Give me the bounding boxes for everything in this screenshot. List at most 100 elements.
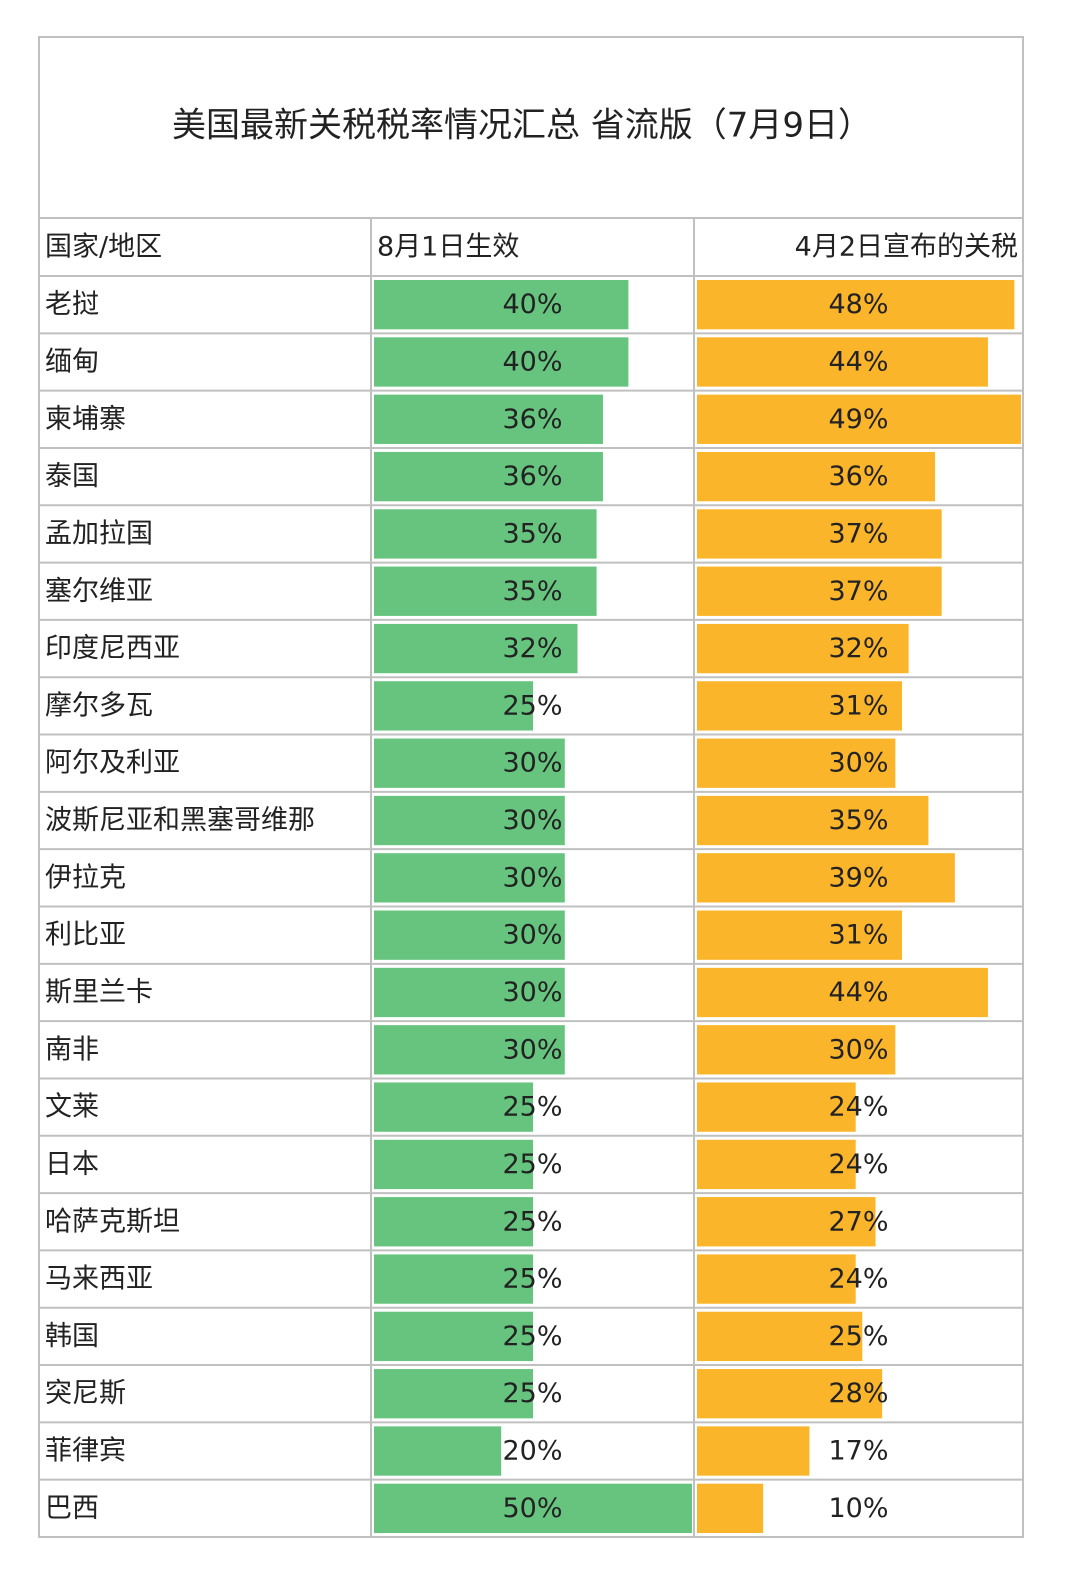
value-label: 24%	[828, 1149, 888, 1180]
value-label: 25%	[502, 1378, 562, 1409]
value-label: 31%	[828, 690, 888, 721]
value-label: 40%	[502, 289, 562, 320]
data-bar	[374, 280, 629, 330]
data-bar	[697, 967, 988, 1018]
value-label: 50%	[502, 1493, 562, 1524]
column-header: 8月1日生效	[377, 232, 519, 263]
value-label: 17%	[828, 1436, 888, 1467]
data-bar	[697, 1197, 876, 1247]
row-label: 突尼斯	[45, 1378, 126, 1409]
data-bar	[374, 910, 565, 960]
data-bar	[374, 738, 565, 788]
data-bar	[374, 1197, 533, 1247]
value-label: 20%	[502, 1436, 562, 1467]
data-bar	[374, 1311, 533, 1362]
data-bar	[374, 566, 597, 616]
data-bar	[697, 1426, 810, 1476]
data-bar	[374, 451, 603, 502]
data-bar	[697, 1254, 856, 1304]
value-label: 36%	[502, 404, 562, 435]
data-bar	[374, 1426, 502, 1476]
data-bar	[374, 1254, 533, 1304]
value-label: 25%	[502, 690, 562, 721]
column-header: 4月2日宣布的关税	[795, 232, 1018, 263]
value-label: 30%	[502, 805, 562, 836]
data-bar	[697, 451, 936, 502]
data-bar	[697, 566, 942, 616]
row-label: 印度尼西亚	[45, 633, 180, 664]
row-label: 塞尔维亚	[45, 576, 153, 607]
row-label: 孟加拉国	[45, 518, 153, 549]
data-bar	[374, 1025, 565, 1075]
data-bar	[374, 1082, 533, 1132]
data-bar	[374, 681, 533, 731]
row-label: 缅甸	[45, 346, 99, 377]
value-label: 30%	[502, 977, 562, 1008]
value-label: 25%	[502, 1321, 562, 1352]
value-label: 48%	[828, 289, 888, 320]
value-label: 36%	[828, 461, 888, 492]
data-bar	[374, 1369, 533, 1419]
value-label: 32%	[828, 633, 888, 664]
value-label: 30%	[828, 1034, 888, 1065]
data-bar	[374, 394, 603, 444]
row-label: 利比亚	[45, 920, 126, 951]
value-label: 25%	[502, 1092, 562, 1123]
row-label: 老挝	[45, 289, 99, 320]
data-bar	[697, 1483, 764, 1533]
data-bar	[374, 337, 629, 387]
data-bar	[697, 509, 942, 559]
value-label: 30%	[502, 1034, 562, 1065]
data-bar	[697, 623, 909, 674]
value-label: 25%	[502, 1149, 562, 1180]
value-label: 39%	[828, 862, 888, 893]
value-label: 30%	[828, 748, 888, 779]
value-label: 27%	[828, 1206, 888, 1237]
row-label: 摩尔多瓦	[45, 690, 153, 721]
data-bar	[374, 623, 578, 674]
row-label: 韩国	[45, 1321, 99, 1352]
value-label: 24%	[828, 1092, 888, 1123]
row-label: 马来西亚	[45, 1264, 153, 1295]
data-bar	[697, 853, 955, 903]
value-label: 36%	[502, 461, 562, 492]
value-label: 28%	[828, 1378, 888, 1409]
value-label: 35%	[502, 576, 562, 607]
data-bar	[697, 1369, 883, 1419]
data-bar	[697, 1139, 856, 1190]
value-label: 30%	[502, 748, 562, 779]
row-label: 阿尔及利亚	[45, 748, 180, 779]
value-label: 24%	[828, 1264, 888, 1295]
value-label: 44%	[828, 977, 888, 1008]
data-bar	[697, 394, 1021, 444]
data-bar	[374, 509, 597, 559]
row-label: 日本	[45, 1149, 99, 1180]
data-bar	[374, 1139, 533, 1190]
value-label: 31%	[828, 920, 888, 951]
data-bar	[374, 1483, 692, 1533]
title: 美国最新关税税率情况汇总 省流版（7月9日）	[172, 106, 872, 146]
data-bar	[697, 738, 896, 788]
value-label: 10%	[828, 1493, 888, 1524]
value-label: 25%	[502, 1206, 562, 1237]
value-label: 30%	[502, 920, 562, 951]
value-label: 40%	[502, 346, 562, 377]
row-label: 巴西	[45, 1493, 99, 1524]
value-label: 35%	[828, 805, 888, 836]
value-label: 44%	[828, 346, 888, 377]
value-label: 32%	[502, 633, 562, 664]
value-label: 35%	[502, 518, 562, 549]
data-bar	[697, 795, 929, 846]
value-label: 37%	[828, 576, 888, 607]
row-label: 南非	[45, 1034, 99, 1065]
data-bar	[374, 967, 565, 1018]
row-label: 菲律宾	[45, 1436, 126, 1467]
data-bar	[697, 910, 902, 960]
row-label: 哈萨克斯坦	[45, 1206, 180, 1237]
value-label: 30%	[502, 862, 562, 893]
value-label: 37%	[828, 518, 888, 549]
row-label: 柬埔寨	[45, 404, 126, 435]
data-bar	[697, 280, 1015, 330]
data-bar	[697, 337, 988, 387]
